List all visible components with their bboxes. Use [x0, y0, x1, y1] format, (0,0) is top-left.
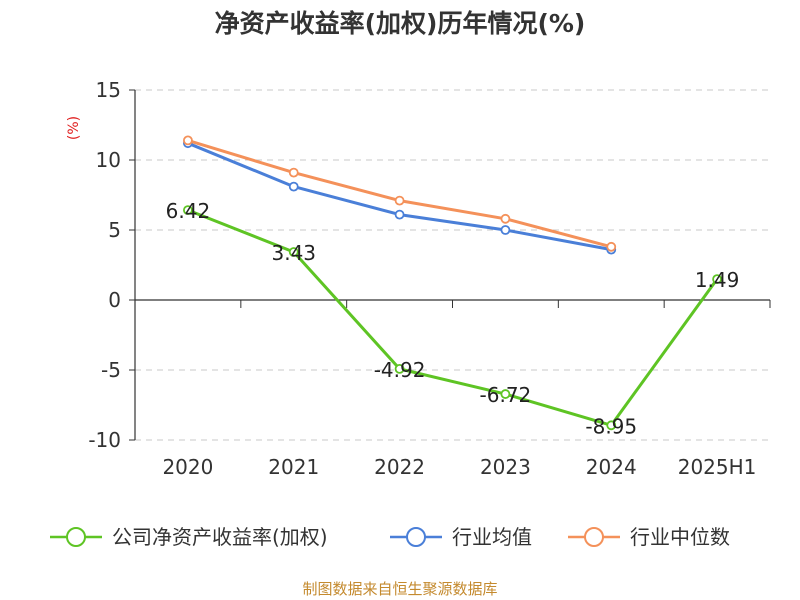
- x-tick-label: 2022: [374, 455, 425, 479]
- legend-marker: [66, 527, 86, 547]
- y-tick-label: 5: [108, 218, 121, 242]
- legend-label: 行业中位数: [630, 525, 730, 549]
- data-point: [288, 181, 299, 192]
- legend-marker: [584, 527, 604, 547]
- y-axis-label: (%): [66, 116, 82, 140]
- data-label: -8.95: [585, 414, 637, 438]
- data-point: [394, 209, 405, 220]
- data-label: 6.42: [166, 199, 211, 223]
- axes: [129, 89, 771, 441]
- grid-lines: [135, 89, 770, 441]
- legend-label: 行业均值: [452, 525, 532, 549]
- data-point: [500, 389, 511, 399]
- data-point: [394, 363, 405, 374]
- y-tick-label: 10: [96, 148, 121, 172]
- series-line: [187, 138, 612, 249]
- data-point: [500, 213, 511, 224]
- series-lines: [183, 135, 722, 431]
- x-tick-label: 2021: [268, 455, 319, 479]
- y-tick-label: 0: [108, 288, 121, 312]
- x-tick-label: 2025H1: [678, 455, 757, 479]
- chart-title: 净资产收益率(加权)历年情况(%): [214, 9, 586, 38]
- data-point: [606, 241, 617, 252]
- data-label: 1.49: [695, 268, 740, 292]
- legend: 公司净资产收益率(加权) 行业均值 行业中位数: [50, 525, 730, 549]
- data-point: [606, 420, 617, 431]
- data-label: 3.43: [271, 241, 316, 265]
- y-tick-labels: 15 10 5 0 -5 -10: [88, 78, 121, 452]
- data-point: [288, 247, 299, 257]
- y-tick-label: -10: [88, 428, 121, 452]
- data-point: [500, 225, 511, 235]
- data-point: [712, 274, 722, 285]
- source-note: 制图数据来自恒生聚源数据库: [302, 580, 498, 598]
- data-point: [394, 195, 405, 206]
- data-labels: 6.42 3.43 -4.92 -6.72 -8.95 1.49: [166, 199, 740, 438]
- data-point: [183, 205, 193, 216]
- data-label: -6.72: [480, 383, 532, 407]
- data-point: [183, 135, 193, 146]
- y-tick-label: -5: [101, 358, 121, 382]
- data-label: -4.92: [374, 358, 426, 382]
- x-tick-label: 2024: [586, 455, 637, 479]
- legend-label: 公司净资产收益率(加权): [112, 525, 328, 549]
- x-tick-label: 2023: [480, 455, 531, 479]
- series-line: [187, 208, 719, 427]
- x-tick-label: 2020: [162, 455, 213, 479]
- data-point: [288, 167, 299, 178]
- x-tick-labels: 2020 2021 2022 2023 2024 2025H1: [162, 455, 756, 479]
- y-tick-label: 15: [96, 78, 121, 102]
- legend-marker: [406, 527, 426, 547]
